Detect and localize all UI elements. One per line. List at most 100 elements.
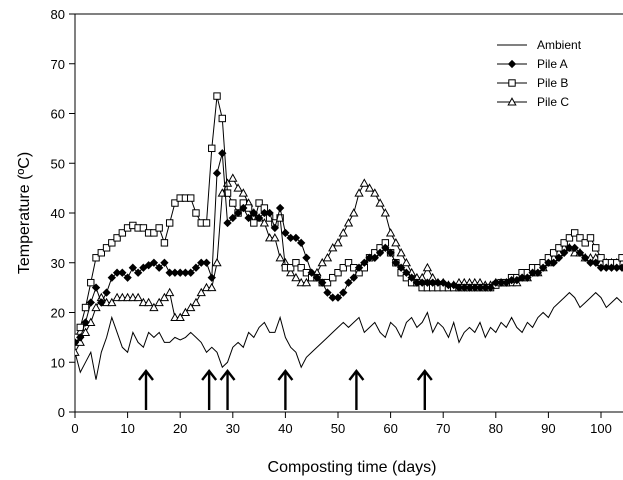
data-point	[597, 254, 605, 262]
data-point	[233, 208, 243, 218]
data-point	[212, 169, 222, 178]
turning-arrow	[277, 369, 294, 410]
turning-arrows	[138, 369, 433, 410]
data-point	[187, 194, 195, 202]
data-point	[171, 199, 179, 207]
data-point	[334, 269, 342, 277]
data-point	[81, 318, 90, 327]
data-point	[360, 258, 369, 267]
data-point	[312, 273, 322, 282]
data-point	[575, 248, 585, 257]
data-point	[270, 223, 280, 233]
legend-item: Pile A	[497, 57, 568, 71]
data-point	[154, 297, 164, 307]
data-point	[233, 183, 243, 192]
data-point	[349, 273, 358, 282]
data-point	[570, 243, 579, 252]
data-point	[291, 272, 301, 282]
data-point	[329, 273, 337, 282]
data-point	[212, 257, 222, 267]
x-tick-label: 70	[436, 421, 450, 436]
data-point	[402, 268, 411, 277]
data-point	[396, 247, 406, 257]
data-point	[86, 298, 95, 307]
data-point	[323, 288, 332, 297]
data-point	[218, 149, 227, 158]
data-point	[380, 208, 390, 217]
x-tick-label: 40	[278, 421, 292, 436]
x-tick-label: 60	[383, 421, 397, 436]
data-point	[344, 278, 353, 287]
data-point	[391, 238, 401, 247]
data-point	[297, 264, 305, 272]
data-point	[381, 243, 390, 252]
data-point	[422, 262, 433, 272]
data-point	[228, 213, 237, 223]
x-tick-label: 20	[173, 421, 187, 436]
data-point	[154, 263, 164, 272]
data-point	[571, 229, 579, 237]
x-tick-label: 80	[489, 421, 503, 436]
series-line	[75, 153, 622, 343]
data-point	[349, 208, 359, 217]
data-point	[576, 234, 584, 242]
data-point	[333, 293, 343, 302]
data-point	[317, 257, 327, 267]
turning-arrow	[201, 369, 218, 410]
data-point	[228, 173, 238, 182]
data-point	[229, 199, 237, 207]
y-tick-label: 60	[51, 107, 65, 122]
data-point	[385, 228, 396, 237]
data-point	[222, 178, 233, 187]
data-point	[370, 253, 379, 262]
data-point	[81, 303, 90, 312]
series-line	[75, 291, 623, 380]
data-point	[186, 268, 195, 277]
y-tick-label: 10	[51, 355, 65, 370]
data-point	[250, 219, 258, 227]
data-point	[133, 292, 143, 302]
series-pile-b	[75, 92, 623, 342]
data-point	[591, 258, 600, 267]
data-point	[159, 292, 170, 302]
data-point	[165, 219, 174, 227]
x-tick-label: 30	[226, 421, 240, 436]
data-point	[223, 189, 232, 197]
data-point	[92, 254, 100, 262]
data-point	[208, 144, 216, 153]
turning-arrow	[348, 369, 365, 410]
data-point	[370, 188, 380, 197]
data-point	[523, 273, 532, 282]
data-point	[592, 244, 600, 252]
data-point	[538, 263, 548, 272]
y-axis-title: Temperature (ºC)	[16, 152, 33, 274]
data-point	[339, 288, 348, 297]
data-point	[286, 267, 296, 277]
data-point	[617, 263, 623, 272]
data-point	[118, 229, 127, 237]
legend: Ambient Pile A Pile B Pile C	[497, 38, 582, 109]
x-tick-label: 10	[120, 421, 134, 436]
turning-arrow	[416, 369, 433, 410]
data-point	[375, 198, 385, 207]
legend-swatch-marker	[507, 59, 517, 69]
data-point	[160, 258, 169, 267]
data-point	[107, 297, 117, 307]
data-point	[207, 273, 216, 282]
data-point	[354, 263, 364, 272]
data-point	[165, 287, 175, 297]
data-point	[149, 302, 159, 312]
data-point	[175, 312, 185, 322]
data-point	[391, 258, 401, 267]
data-point	[339, 264, 347, 272]
data-point	[155, 224, 163, 232]
data-point	[139, 224, 148, 232]
data-point	[549, 258, 558, 267]
data-point	[80, 327, 91, 336]
data-point	[343, 218, 354, 227]
legend-swatch-marker	[507, 97, 517, 106]
data-point	[554, 253, 564, 262]
data-point	[533, 268, 543, 277]
data-point	[107, 273, 116, 282]
legend-label: Pile C	[537, 95, 569, 109]
